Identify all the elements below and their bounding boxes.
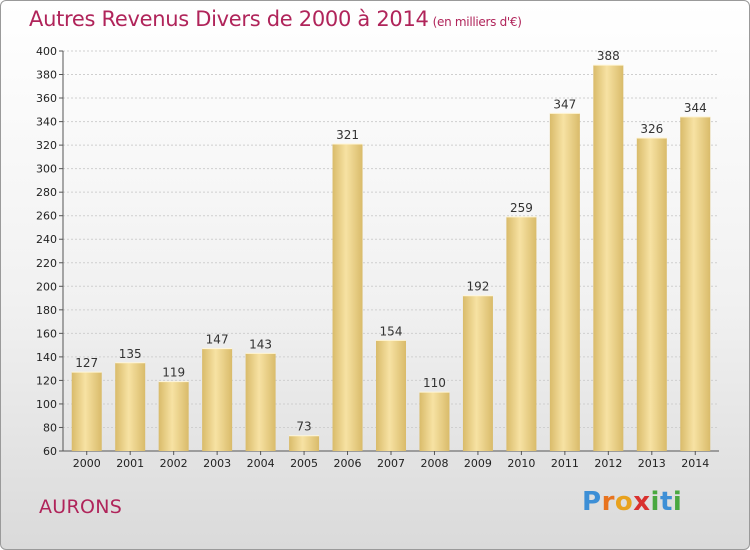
y-tick-label: 140 xyxy=(36,351,57,364)
proxiti-logo: Proxiti xyxy=(582,487,682,517)
value-label: 344 xyxy=(684,101,707,115)
y-tick-label: 300 xyxy=(36,163,57,176)
bar-2009 xyxy=(462,295,493,451)
x-tick-label: 2004 xyxy=(247,457,275,470)
value-label: 127 xyxy=(75,356,98,370)
y-tick-labels: 60 80 100 120 140 160 180 200 220 240 260 280 300 320… xyxy=(36,45,63,458)
value-label: 110 xyxy=(423,376,446,390)
bar-2011 xyxy=(549,113,580,452)
bar-2008 xyxy=(419,392,450,451)
x-tick-label: 2011 xyxy=(551,457,579,470)
logo-letter: i xyxy=(672,487,683,517)
x-tick-label: 2005 xyxy=(290,457,318,470)
y-tick-label: 280 xyxy=(36,186,57,199)
value-label: 154 xyxy=(380,324,403,338)
bar-2007 xyxy=(376,340,406,451)
chart-title: Autres Revenus Divers de 2000 à 2014 (en … xyxy=(29,7,522,31)
y-tick-label: 60 xyxy=(43,445,57,458)
value-label: 135 xyxy=(119,347,142,361)
bar-2010 xyxy=(506,216,537,451)
value-label: 119 xyxy=(162,366,185,380)
bar-2012 xyxy=(593,65,624,451)
bar-2003 xyxy=(202,348,233,451)
y-tick-label: 160 xyxy=(36,327,57,340)
y-tick-label: 260 xyxy=(36,210,57,223)
value-label: 388 xyxy=(597,49,620,63)
y-tick-label: 100 xyxy=(36,398,57,411)
value-label: 321 xyxy=(336,128,359,142)
x-tick-labels: 2000 2001 2002 2003 2004 2005 2006 2007 2008 2009… xyxy=(73,451,709,470)
bar-2004 xyxy=(245,353,276,451)
y-tick-label: 400 xyxy=(36,45,57,58)
x-tick-label: 2000 xyxy=(73,457,101,470)
x-tick-label: 2009 xyxy=(464,457,492,470)
y-tick-label: 220 xyxy=(36,257,57,270)
logo-letter: o xyxy=(614,487,634,517)
bars xyxy=(71,64,711,452)
y-tick-label: 380 xyxy=(36,69,57,82)
value-label: 347 xyxy=(553,97,576,111)
y-tick-label: 80 xyxy=(43,421,57,434)
value-label: 259 xyxy=(510,201,533,215)
logo-letter: t xyxy=(659,487,673,517)
y-tick-label: 200 xyxy=(36,280,57,293)
value-label: 143 xyxy=(249,337,272,351)
chart-unit-text: (en milliers d'€) xyxy=(432,15,522,29)
y-tick-label: 320 xyxy=(36,139,57,152)
value-label: 147 xyxy=(206,333,229,347)
bar-2005 xyxy=(289,435,320,451)
logo-letter: i xyxy=(650,487,660,517)
x-tick-label: 2002 xyxy=(160,457,188,470)
x-tick-label: 2014 xyxy=(681,457,709,470)
y-tick-label: 180 xyxy=(36,304,57,317)
bar-2000 xyxy=(71,372,102,451)
value-label: 73 xyxy=(296,420,311,434)
x-tick-label: 2013 xyxy=(638,457,666,470)
x-tick-label: 2003 xyxy=(203,457,231,470)
chart-title-text: Autres Revenus Divers de 2000 à 2014 xyxy=(29,7,429,31)
logo-letter: r xyxy=(601,487,615,517)
x-tick-label: 2001 xyxy=(116,457,144,470)
y-tick-label: 120 xyxy=(36,374,57,387)
bar-2006 xyxy=(332,143,363,452)
value-label: 192 xyxy=(466,280,489,294)
x-tick-label: 2006 xyxy=(334,457,362,470)
x-tick-label: 2007 xyxy=(377,457,405,470)
bar-2002 xyxy=(158,381,189,451)
y-tick-label: 340 xyxy=(36,116,57,129)
y-tick-label: 360 xyxy=(36,92,57,105)
x-tick-label: 2012 xyxy=(594,457,622,470)
bar-2001 xyxy=(115,362,146,451)
value-label: 326 xyxy=(640,122,663,136)
y-tick-label: 240 xyxy=(36,233,57,246)
x-tick-label: 2008 xyxy=(420,457,448,470)
bar-2013 xyxy=(636,138,667,451)
x-tick-label: 2010 xyxy=(507,457,535,470)
bar-2014 xyxy=(680,116,711,451)
logo-letter: x xyxy=(633,487,651,517)
city-name: AURONS xyxy=(39,496,123,518)
logo-letter: P xyxy=(582,487,602,517)
value-labels: 127 135 119 147 143 73 321 154 110 192 259 347 388 32… xyxy=(75,49,706,434)
